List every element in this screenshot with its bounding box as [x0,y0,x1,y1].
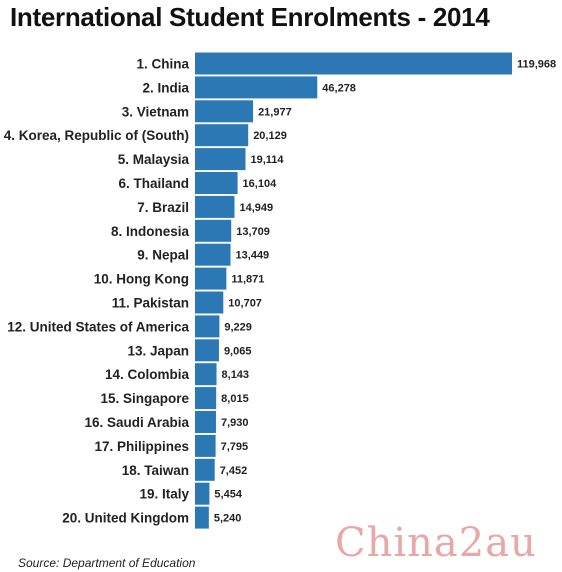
category-label-italy: 19. Italy [139,487,189,502]
value-label-hong-kong: 11,871 [231,274,264,286]
value-label-united-kingdom: 5,240 [214,513,242,525]
bar-china [195,52,512,75]
category-label-taiwan: 18. Taiwan [122,463,189,478]
value-label-brazil: 14,949 [240,202,274,214]
value-label-saudi-arabia: 7,930 [221,417,249,429]
bar-taiwan [195,458,215,481]
bar-indonesia [195,219,232,242]
bar-nepal [195,243,231,266]
value-label-malaysia: 19,114 [251,154,285,166]
category-label-malaysia: 5. Malaysia [118,152,190,167]
category-label-india: 2. India [142,80,189,95]
bar-japan [195,339,219,362]
value-label-united-states-of-america: 9,229 [224,321,252,333]
source-note: Source: Department of Education [18,556,196,570]
bar-brazil [195,195,235,218]
bar-malaysia [195,148,246,171]
value-label-taiwan: 7,452 [220,465,248,477]
category-label-united-states-of-america: 12. United States of America [7,319,189,334]
category-label-saudi-arabia: 16. Saudi Arabia [84,415,189,430]
value-label-pakistan: 10,707 [228,298,262,310]
value-label-thailand: 16,104 [243,178,278,190]
value-label-colombia: 8,143 [222,369,250,381]
bar-colombia [195,363,217,386]
value-label-india: 46,278 [322,82,356,94]
value-label-philippines: 7,795 [221,441,249,453]
category-label-colombia: 14. Colombia [105,367,190,382]
value-label-japan: 9,065 [224,345,252,357]
bar-pakistan [195,291,224,314]
bar-india [195,76,318,99]
bar-thailand [195,172,238,194]
category-label-singapore: 15. Singapore [100,391,189,406]
bar-saudi-arabia [195,411,216,433]
category-label-pakistan: 11. Pakistan [112,296,189,311]
value-label-china: 119,968 [517,59,556,71]
bar-singapore [195,387,217,410]
category-label-china: 1. China [136,57,189,72]
watermark: China2au [335,520,537,566]
bar-philippines [195,434,216,457]
value-label-korea-republic-of-south: 20,129 [253,130,287,142]
category-label-brazil: 7. Brazil [137,200,189,215]
category-label-vietnam: 3. Vietnam [122,104,189,119]
bar-united-kingdom [195,506,209,529]
value-label-vietnam: 21,977 [258,106,292,118]
value-label-nepal: 13,449 [236,250,270,262]
bar-united-states-of-america [195,315,220,338]
category-label-indonesia: 8. Indonesia [111,224,190,239]
bar-vietnam [195,100,254,123]
category-label-japan: 13. Japan [127,343,189,358]
category-label-korea-republic-of-south: 4. Korea, Republic of (South) [4,128,189,143]
value-label-indonesia: 13,709 [236,226,270,238]
chart-title: International Student Enrolments - 2014 [10,2,490,32]
category-label-philippines: 17. Philippines [94,439,189,454]
value-label-italy: 5,454 [214,489,242,501]
bar-korea-republic-of-south [195,124,249,147]
category-label-united-kingdom: 20. United Kingdom [62,511,189,526]
bar-italy [195,482,210,505]
category-label-thailand: 6. Thailand [118,176,189,191]
category-label-hong-kong: 10. Hong Kong [94,272,189,287]
category-label-nepal: 9. Nepal [137,248,189,263]
bar-hong-kong [195,267,227,290]
value-label-singapore: 8,015 [221,393,249,405]
